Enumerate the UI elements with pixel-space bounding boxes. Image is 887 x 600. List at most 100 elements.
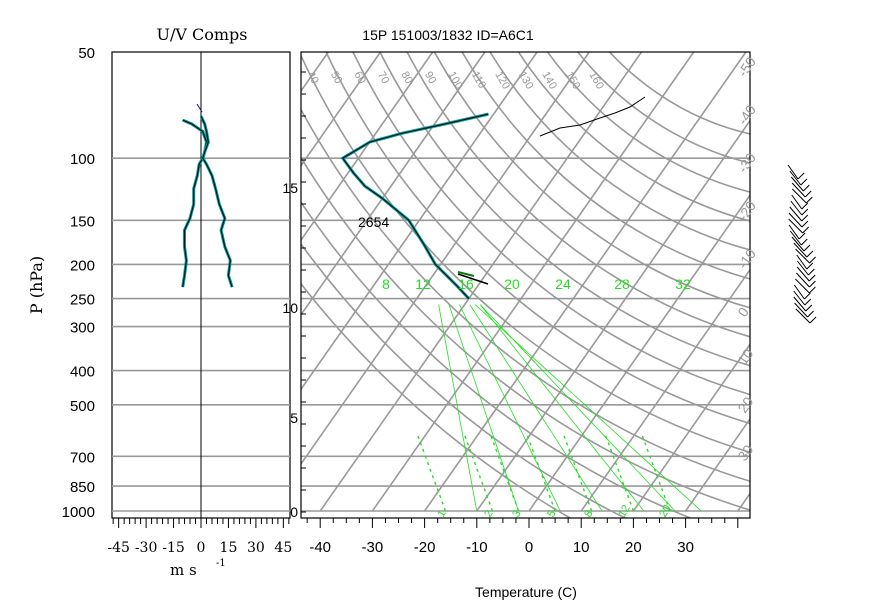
- moist-adiabat: [469, 304, 603, 512]
- theta-label: 70: [375, 70, 392, 87]
- height-tick-label: 10: [282, 300, 298, 316]
- barb-flag: [804, 298, 812, 306]
- isotherm: [423, 52, 747, 512]
- theta-label: 80: [398, 70, 415, 87]
- theta-label: 40: [304, 70, 321, 87]
- uv-xlabel-exponent: -1: [216, 558, 226, 569]
- mixing-bottom-label: 1: [435, 508, 448, 519]
- isotherm: [528, 193, 750, 512]
- barb-flag: [801, 202, 809, 210]
- isotherm: [371, 52, 695, 512]
- dry-adiabat: [301, 156, 750, 511]
- isotherm-label: 10: [734, 346, 756, 368]
- temp-tick-label: 20: [625, 539, 642, 556]
- mixing-bottom-label: 20: [657, 503, 674, 520]
- isotherm-label: -30: [734, 150, 759, 176]
- barb-shaft: [791, 194, 803, 210]
- dry-adiabat: [301, 200, 693, 518]
- barb-shaft: [793, 284, 805, 300]
- isotherm: [301, 52, 486, 317]
- mixing-ratio-line: [489, 432, 520, 512]
- barb-flag: [798, 232, 806, 240]
- temp-tick-label: 10: [573, 539, 590, 556]
- uv-x-tick-label: -45: [107, 540, 130, 556]
- barb-shaft: [796, 260, 809, 276]
- barb-flag: [803, 244, 811, 252]
- uv-ylabel: P (hPa): [27, 256, 46, 314]
- p-tick-label: 50: [78, 45, 95, 62]
- barb-flag: [805, 196, 813, 204]
- dry-adiabat: [433, 52, 750, 309]
- barb-flag: [809, 256, 816, 264]
- isotherm-label: 20: [734, 394, 756, 416]
- isotherm: [476, 119, 750, 512]
- mixing-ratio-line: [525, 432, 556, 512]
- dry-adiabat: [546, 52, 750, 193]
- moist-adiabat: [459, 304, 561, 512]
- temp-tick-label: -30: [362, 539, 384, 556]
- sounding-upper: [539, 96, 646, 137]
- dewpoint-fragment-green: [457, 271, 475, 277]
- wind-barbs: [787, 164, 817, 324]
- barb-flag: [805, 304, 813, 312]
- theta-label: 60: [351, 70, 368, 87]
- barb-shaft: [795, 308, 811, 324]
- barb-shaft: [788, 224, 800, 240]
- mixing-ratio-line: [640, 432, 671, 512]
- p-tick-label: 300: [70, 320, 95, 337]
- barb-shaft: [787, 164, 799, 180]
- barb-flag: [801, 214, 809, 222]
- isotherm: [0, 52, 120, 511]
- mixing-ratio-label: 8: [382, 276, 390, 292]
- mixing-bottom-label: 8: [582, 508, 595, 519]
- isotherm: [301, 52, 538, 391]
- barb-flag: [800, 238, 808, 246]
- isotherm-label: -40: [734, 102, 759, 128]
- barb-flag: [806, 250, 814, 258]
- uv-panel-title: U/V Comps: [156, 25, 247, 44]
- skewt-frame: [300, 51, 751, 519]
- uv-x-tick-label: 30: [247, 540, 265, 556]
- temp-tick-label: -20: [414, 539, 436, 556]
- mixing-ratio-label: 20: [504, 276, 520, 292]
- moist-adiabat: [474, 304, 702, 512]
- temp-tick-label: 0: [525, 539, 533, 556]
- barb-flag: [806, 262, 814, 270]
- moist-adiabat: [480, 304, 676, 512]
- height-tick-label: 5: [290, 410, 298, 426]
- sounding-temperature: [341, 113, 489, 299]
- barb-shaft: [788, 212, 803, 228]
- barb-shaft: [789, 230, 802, 246]
- theta-label: 50: [328, 70, 345, 87]
- uv-x-tick-label: 0: [197, 540, 206, 556]
- isotherm: [737, 492, 750, 512]
- isotherm: [301, 52, 434, 242]
- skewt-xlabel: Temperature (C): [475, 584, 577, 600]
- p-tick-label: 700: [70, 449, 95, 466]
- isotherm: [301, 52, 590, 466]
- uv-xlabel: m s: [170, 561, 197, 579]
- barb-shaft: [788, 218, 804, 234]
- temp-tick-label: -10: [466, 539, 488, 556]
- dry-adiabat: [517, 52, 750, 222]
- mixing-ratio-label: 16: [458, 276, 474, 292]
- barb-shaft: [791, 182, 806, 198]
- barb-flag: [808, 268, 815, 276]
- mixing-bottom-label: 12: [616, 503, 633, 520]
- barb-flag: [797, 172, 805, 180]
- barb-flag: [801, 220, 809, 228]
- mixing-bottom-label: 2: [482, 508, 495, 519]
- p-tick-label: 1000: [62, 504, 95, 521]
- p-tick-label: 200: [70, 257, 95, 274]
- barb-shaft: [795, 248, 810, 264]
- barb-flag: [808, 274, 816, 282]
- barb-flag: [809, 286, 816, 294]
- isotherm: [842, 52, 887, 511]
- barb-flag: [800, 178, 808, 186]
- p-tick-label: 100: [70, 151, 95, 168]
- moist-adiabat: [479, 304, 645, 512]
- theta-label: 90: [422, 70, 439, 87]
